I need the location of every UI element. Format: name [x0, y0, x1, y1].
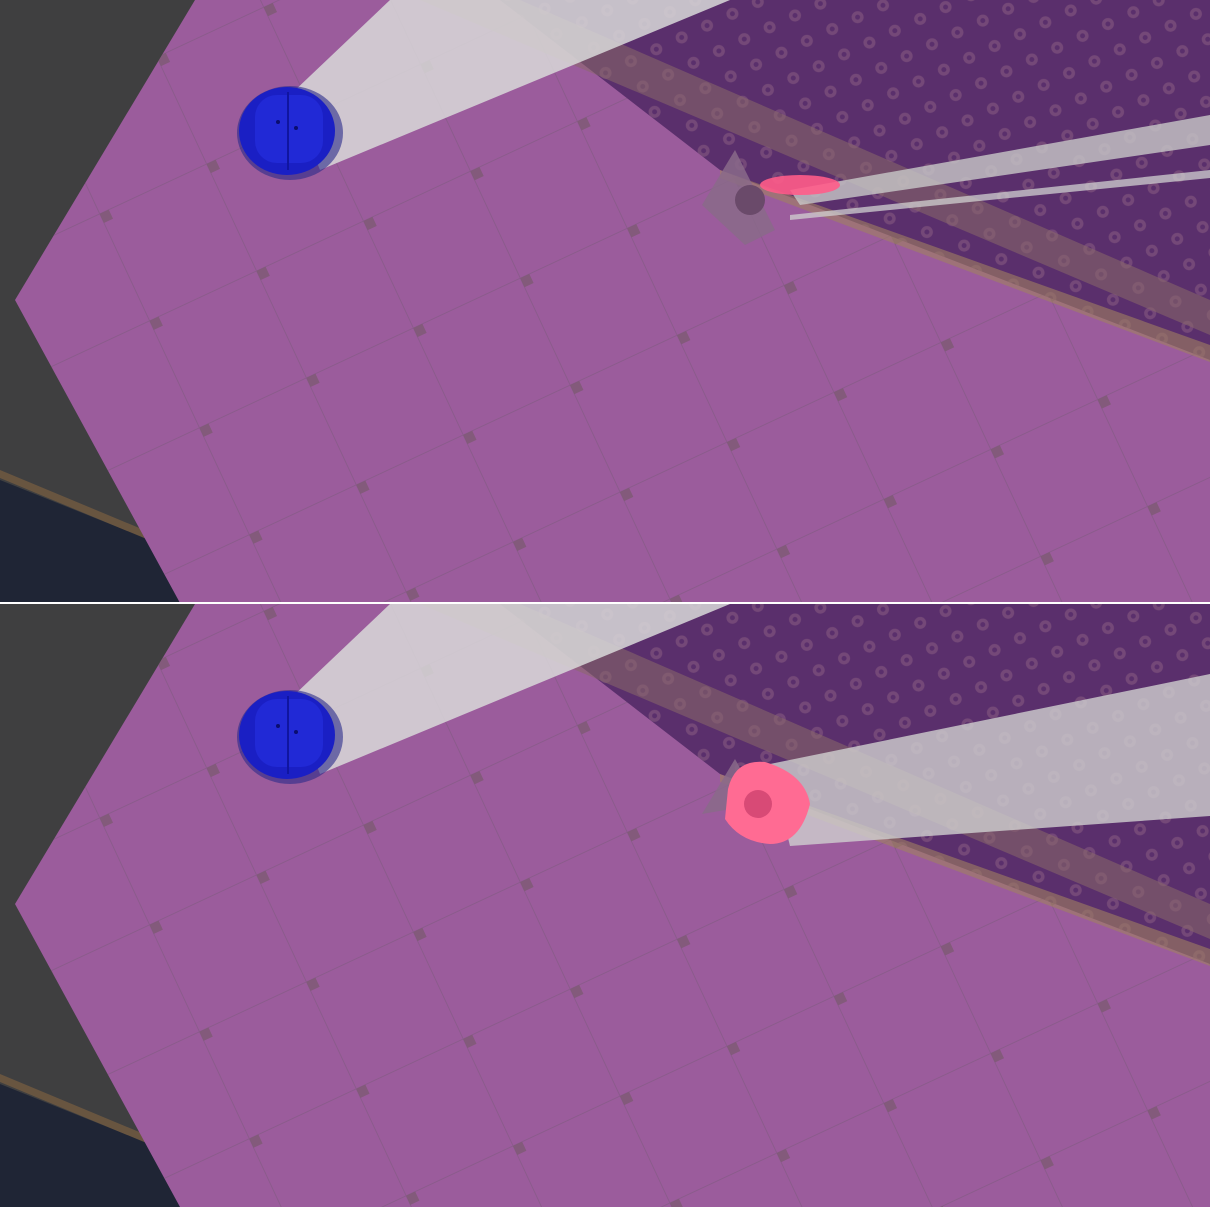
carpet-border: [420, 0, 1210, 335]
human-highlight: [760, 175, 840, 195]
scene-view-bottom: [0, 604, 1210, 1207]
robot-view-cone: [290, 604, 730, 774]
human-view-cone: [770, 674, 1210, 846]
human-view-cone: [790, 115, 1210, 205]
scene-view-top: [0, 0, 1210, 603]
robot-icon: [237, 690, 343, 784]
robot-icon: [237, 86, 343, 180]
frame-top: [0, 0, 1210, 603]
frame-divider: [0, 602, 1210, 605]
person-icon: [702, 759, 810, 844]
robot-view-cone: [290, 0, 730, 170]
frame-bottom: [0, 604, 1210, 1207]
person-icon: [702, 150, 840, 245]
